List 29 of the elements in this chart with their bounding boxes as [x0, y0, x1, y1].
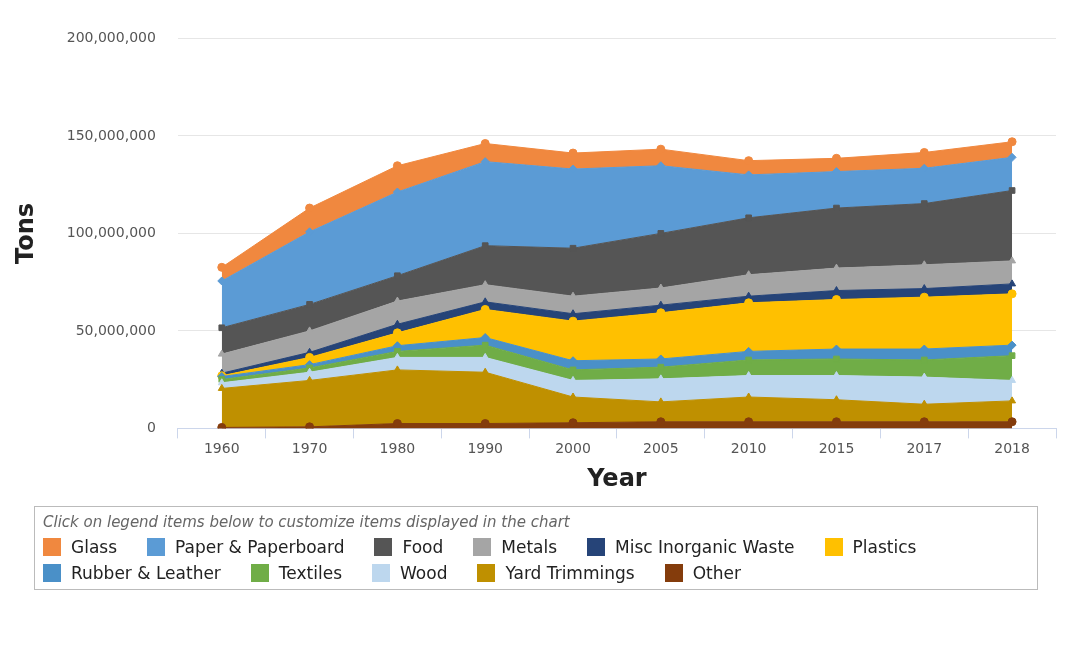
legend-label: Wood — [399, 563, 448, 583]
legend-label: Yard Trimmings — [504, 563, 635, 583]
y-tick-label: 150,000,000 — [66, 126, 156, 143]
x-tick-label: 2010 — [730, 440, 767, 457]
legend-label: Food — [401, 537, 444, 557]
x-tick-label: 2000 — [555, 440, 591, 457]
legend-label: Other — [691, 563, 741, 583]
x-tick-label: 2015 — [818, 440, 855, 457]
legend-label: Textiles — [277, 563, 343, 583]
y-axis-title: Tons — [10, 202, 39, 264]
y-tick-label: 200,000,000 — [66, 29, 156, 46]
x-tick-label: 1970 — [291, 440, 328, 457]
x-axis-title: Year — [586, 463, 647, 492]
x-tick-label: 1980 — [379, 440, 416, 457]
x-tick-label: 1990 — [467, 440, 504, 457]
legend-label: Glass — [70, 537, 118, 557]
x-tick-label: 2017 — [906, 440, 943, 457]
x-tick-label: 2018 — [994, 440, 1030, 457]
y-tick-label: 100,000,000 — [66, 224, 156, 241]
legend-label: Metals — [500, 537, 558, 557]
text: Click on legend items below to customize items displayed in the chart — [43, 513, 571, 531]
legend-label: Paper & Paperboard — [174, 537, 345, 557]
legend-label: Plastics — [851, 537, 917, 557]
x-tick-label: 1960 — [203, 440, 240, 457]
x-tick-label: 2005 — [643, 440, 679, 457]
legend-label: Rubber & Leather — [70, 563, 221, 583]
y-tick-label: 50,000,000 — [75, 321, 156, 338]
legend-label: Misc Inorganic Waste — [614, 537, 795, 557]
y-tick-label: 0 — [146, 419, 156, 436]
